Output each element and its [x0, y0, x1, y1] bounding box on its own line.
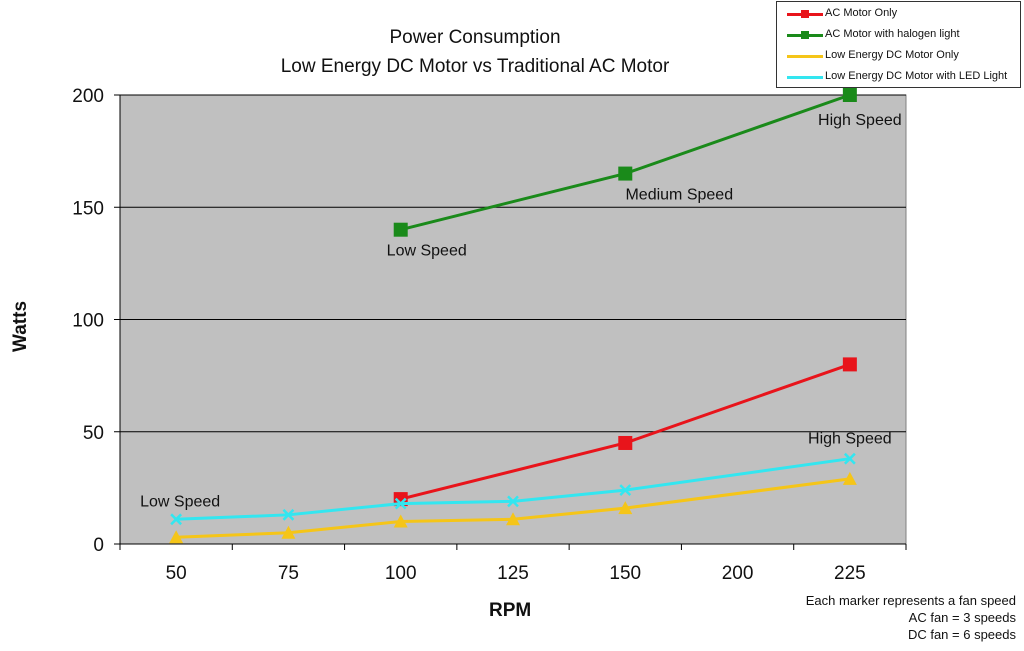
data-annotation: Low Speed [387, 243, 467, 260]
x-tick-label: 225 [834, 563, 866, 584]
data-annotation: High Speed [818, 112, 902, 129]
data-point-marker [394, 497, 407, 510]
y-tick-label: 100 [72, 311, 104, 332]
y-tick-label: 0 [93, 535, 104, 556]
legend-label-ac-motor-halogen: AC Motor with halogen light [825, 28, 960, 40]
data-point-marker [842, 471, 857, 485]
x-tick-label: 125 [497, 563, 529, 584]
data-annotation: Low Speed [140, 493, 220, 510]
data-point-marker [169, 530, 184, 544]
data-point-marker [170, 513, 183, 526]
y-tick-label: 200 [72, 86, 104, 107]
data-point-marker [282, 508, 295, 521]
legend-swatch-ac-motor-halogen [787, 31, 823, 39]
note-marker-meaning: Each marker represents a fan speed [805, 593, 1016, 608]
x-tick-label: 150 [609, 563, 641, 584]
series-line-3 [176, 457, 851, 521]
y-tick-label: 150 [72, 198, 104, 219]
y-axis-title: Watts [10, 300, 31, 352]
data-point-marker [507, 495, 519, 508]
legend-item-ac-motor-halogen: AC Motor with halogen light [777, 25, 1020, 45]
legend-item-dc-motor-only: Low Energy DC Motor Only [777, 46, 1020, 66]
legend-swatch-dc-motor-led [787, 76, 823, 79]
note-ac-fan-speeds: AC fan = 3 speeds [908, 610, 1016, 625]
note-dc-fan-speeds: DC fan = 6 speeds [907, 627, 1016, 642]
legend-swatch-ac-motor-only [787, 10, 823, 18]
legend-item-ac-motor-only: AC Motor Only [777, 4, 1020, 24]
data-point-marker [393, 222, 408, 237]
data-point-marker [618, 501, 633, 515]
legend-item-dc-motor-led: Low Energy DC Motor with LED Light [777, 67, 1020, 87]
legend-swatch-dc-motor-only [787, 55, 823, 58]
legend-label-dc-motor-led: Low Energy DC Motor with LED Light [825, 70, 1008, 82]
y-tick-label: 50 [83, 423, 104, 444]
chart-title: Power Consumption [389, 27, 561, 48]
legend-label-dc-motor-only: Low Energy DC Motor Only [825, 49, 959, 61]
legend-label-ac-motor-only: AC Motor Only [825, 7, 898, 19]
data-point-marker [281, 525, 296, 539]
legend: AC Motor Only AC Motor with halogen ligh… [776, 1, 1021, 88]
chart-subtitle: Low Energy DC Motor vs Traditional AC Mo… [280, 56, 670, 77]
x-tick-label: 75 [278, 563, 299, 584]
data-point-marker [842, 88, 857, 102]
data-point-marker [618, 166, 633, 181]
data-point-marker [619, 484, 632, 497]
data-point-marker [393, 514, 408, 528]
x-tick-label: 50 [166, 563, 187, 584]
data-point-marker [506, 512, 520, 526]
series-line-2 [176, 477, 851, 539]
data-point-marker [842, 357, 857, 372]
data-annotation: Medium Speed [625, 187, 733, 204]
x-tick-label: 200 [722, 563, 754, 584]
x-tick-label: 100 [385, 563, 417, 584]
x-axis-title: RPM [489, 600, 532, 621]
data-point-marker [618, 435, 633, 450]
data-point-marker [843, 452, 856, 465]
data-annotation: High Speed [808, 431, 892, 448]
